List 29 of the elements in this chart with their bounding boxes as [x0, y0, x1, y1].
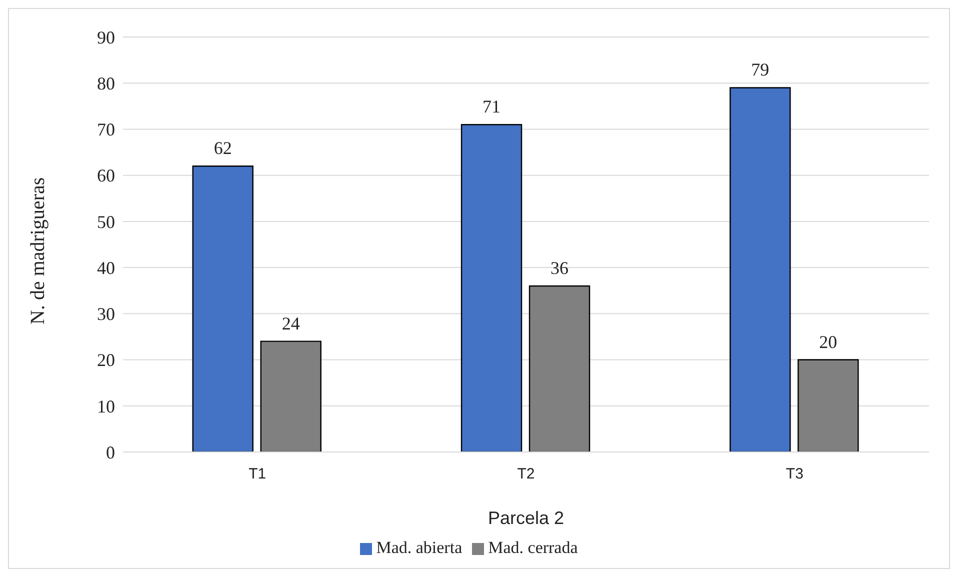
y-tick-label: 60: [97, 166, 115, 186]
bar: [798, 359, 859, 452]
legend-label: Mad. cerrada: [488, 538, 578, 557]
y-tick-label: 20: [97, 350, 115, 370]
data-label: 20: [819, 332, 838, 352]
bar: [260, 340, 322, 452]
y-tick-label: 80: [97, 74, 115, 94]
y-axis-title: N. de madrigueras: [27, 177, 50, 324]
bar: [528, 285, 590, 452]
y-tick-label: 30: [97, 304, 115, 324]
y-tick-label: 0: [106, 442, 115, 462]
x-tick-label: T1: [248, 466, 266, 483]
y-tick-label: 70: [97, 120, 115, 140]
bar: [730, 87, 791, 452]
y-tick-label: 10: [97, 396, 115, 416]
legend-label: Mad. abierta: [376, 538, 462, 557]
bar: [460, 124, 522, 452]
y-tick-label: 40: [97, 258, 115, 278]
y-tick-label: 90: [97, 27, 115, 48]
x-axis-title: Parcela 2: [488, 508, 564, 528]
data-label: 71: [482, 96, 501, 117]
data-label: 36: [550, 258, 569, 278]
data-label: 62: [214, 138, 232, 158]
data-label: 24: [282, 313, 300, 334]
x-tick-label: T3: [786, 466, 804, 483]
x-tick-label: T2: [517, 466, 535, 483]
y-tick-label: 50: [97, 212, 115, 232]
bar: [192, 166, 254, 452]
data-label: 79: [751, 60, 770, 80]
